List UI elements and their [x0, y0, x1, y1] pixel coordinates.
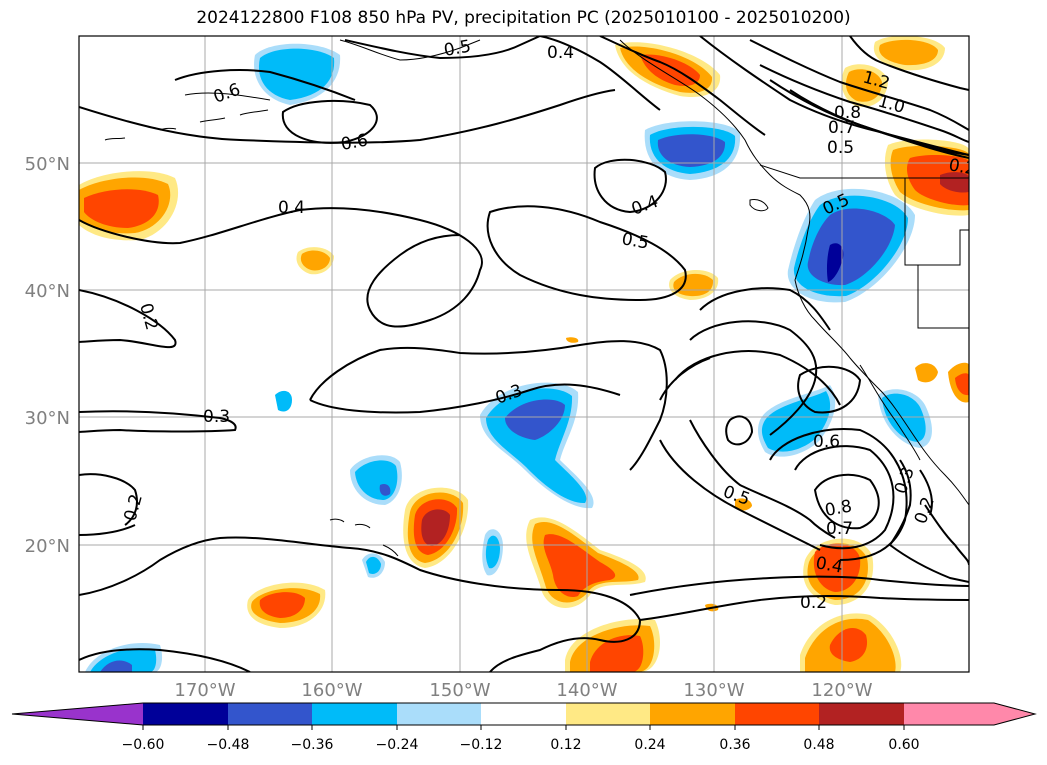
- colorbar-tick: 0.36: [719, 737, 750, 753]
- contour-label: 0.2: [800, 593, 827, 613]
- colorbar-tick: 0.60: [888, 737, 919, 753]
- lat-label: 50°N: [25, 154, 70, 175]
- lon-labels: 170°W 160°W 150°W 140°W 130°W 120°W: [174, 680, 872, 701]
- colorbar-tick: −0.12: [460, 737, 503, 753]
- colorbar-segment: [566, 703, 650, 725]
- colorbar: −0.60 −0.48 −0.36 −0.24 −0.12 0.12 0.24 …: [11, 702, 1037, 753]
- contour-label: 0.4: [814, 553, 844, 577]
- contour-label: 0.3: [203, 407, 230, 427]
- lat-label: 30°N: [25, 408, 70, 429]
- coastlines: [104, 39, 969, 557]
- colorbar-tick: 0.48: [803, 737, 834, 753]
- colorbar-tick: −0.48: [207, 737, 250, 753]
- colorbar-extend-high: [904, 703, 1035, 725]
- graticule: [79, 36, 969, 672]
- lat-label: 40°N: [25, 281, 70, 302]
- contour-label: 0.7: [828, 118, 855, 138]
- contour-label: 0.4: [547, 43, 574, 63]
- lon-label: 150°W: [429, 680, 490, 701]
- contour-label: 0.2: [947, 155, 977, 179]
- lon-label: 140°W: [556, 680, 617, 701]
- contour-label: 0.5: [442, 37, 472, 61]
- plot-frame: [78, 35, 970, 673]
- lat-label: 20°N: [25, 536, 70, 557]
- lon-label: 170°W: [174, 680, 235, 701]
- colorbar-tick: −0.24: [376, 737, 419, 753]
- colorbar-segment: [650, 703, 735, 725]
- colorbar-segment: [143, 703, 228, 725]
- colorbar-segment: [228, 703, 312, 725]
- contour-label: 0.8: [823, 497, 853, 521]
- colorbar-segment: [397, 703, 481, 725]
- colorbar-segment: [312, 703, 397, 725]
- colorbar-tick: −0.36: [291, 737, 334, 753]
- map-title: 2024122800 F108 850 hPa PV, precipitatio…: [196, 8, 851, 28]
- lon-label: 160°W: [301, 680, 362, 701]
- colorbar-segment: [481, 703, 566, 725]
- lon-label: 120°W: [811, 680, 872, 701]
- colorbar-segment: [735, 703, 819, 725]
- colorbar-tick: 0.24: [634, 737, 665, 753]
- contour-label: 0.5: [620, 229, 650, 253]
- contour-label: 0.6: [813, 432, 840, 452]
- colorbar-tick: 0.12: [550, 737, 581, 753]
- contour-label: 0.8: [834, 103, 861, 123]
- lat-labels: 50°N 40°N 30°N 20°N: [25, 154, 70, 557]
- contour-label: 0.6: [339, 131, 369, 155]
- contour-labels: 0.6 0.5 0.4 0.6 0.4 0.4 0.5 0.2 0.3 0.3 …: [121, 37, 977, 613]
- contour-label: 0.7: [826, 519, 853, 539]
- pv-contours: [79, 36, 969, 672]
- lon-label: 130°W: [683, 680, 744, 701]
- colorbar-segment: [819, 703, 904, 725]
- contour-label: 0.4: [278, 198, 305, 218]
- contour-label: 0.5: [827, 138, 854, 158]
- colorbar-tick: −0.60: [122, 737, 165, 753]
- colorbar-extend-low: [12, 703, 143, 725]
